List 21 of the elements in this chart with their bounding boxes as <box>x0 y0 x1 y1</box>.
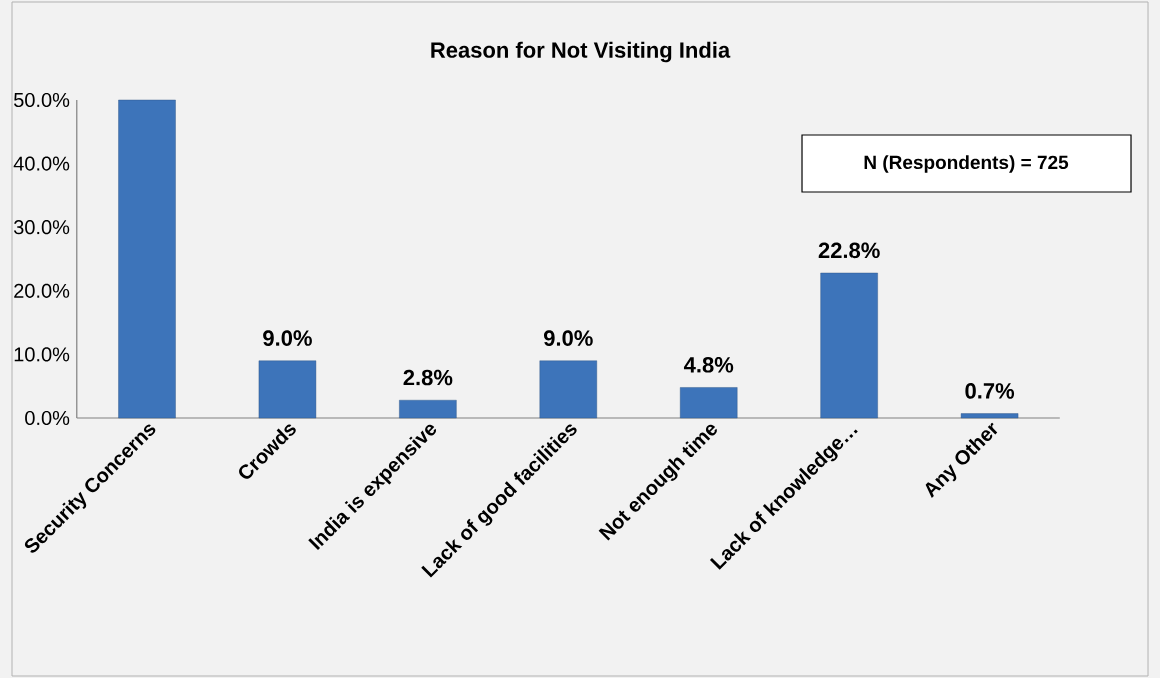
annotation: N (Respondents) = 725 <box>864 155 1069 173</box>
bar <box>258 360 317 419</box>
data-label: 22.8% <box>818 242 880 259</box>
data-label: 9.0% <box>263 330 312 346</box>
data-label: 0.7% <box>965 383 1015 399</box>
bar <box>820 272 878 419</box>
bar <box>960 413 1019 419</box>
bar <box>118 99 176 419</box>
y-tick-label: 40.0% <box>13 156 70 171</box>
y-tick-label: 30.0% <box>13 220 70 235</box>
data-label: 2.8% <box>403 369 453 386</box>
y-tick-label: 10.0% <box>14 347 70 362</box>
data-label: 4.8% <box>683 357 734 373</box>
bar <box>539 360 597 419</box>
chart-title: Reason for Not Visiting India <box>431 41 731 63</box>
y-tick-label: 0.0% <box>25 410 70 426</box>
bar <box>399 399 457 419</box>
y-tick-label: 20.0% <box>14 283 70 298</box>
data-label: 9.0% <box>543 330 593 346</box>
y-tick-label: 50.0% <box>14 92 70 108</box>
bar <box>680 387 738 419</box>
